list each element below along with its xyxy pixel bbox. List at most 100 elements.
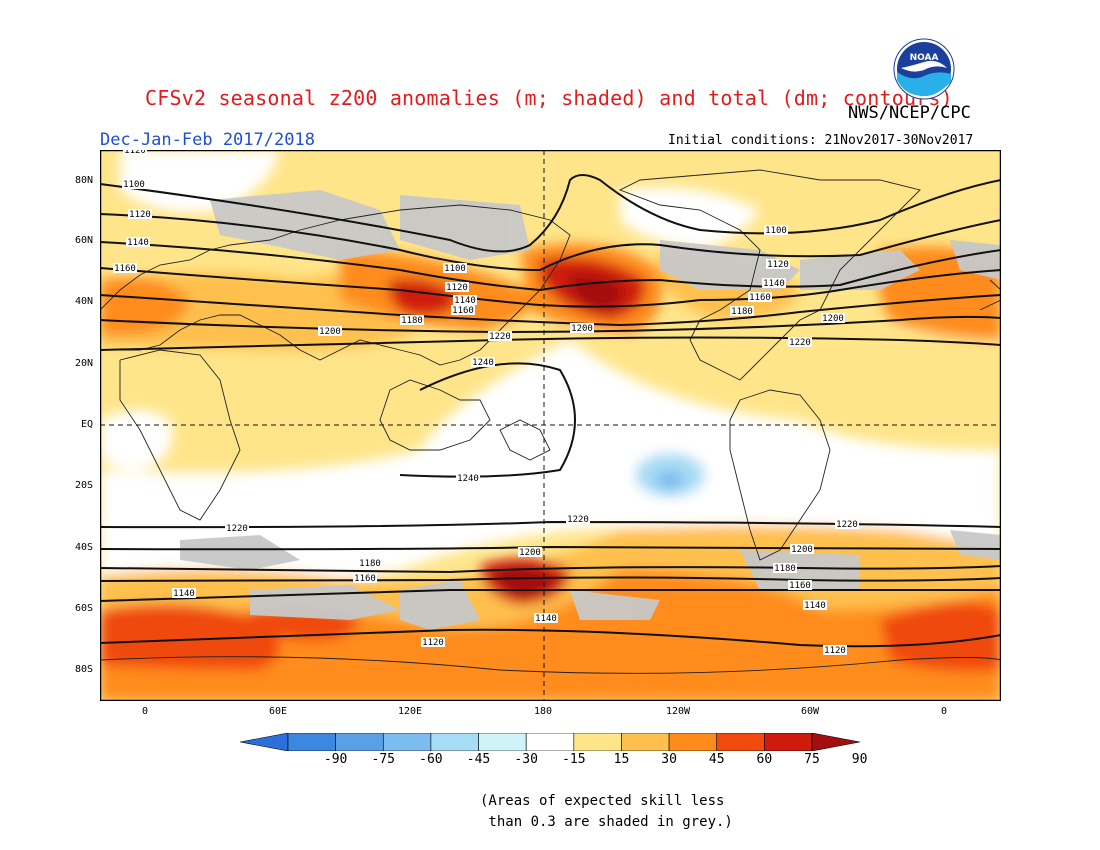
contour-label-bg <box>748 292 772 302</box>
lat-label: 40S <box>74 542 93 553</box>
contour-label: 1160 <box>749 293 771 303</box>
contour-label-bg <box>453 295 477 305</box>
noaa-logo-text: NOAA <box>910 53 939 63</box>
contour-label-bg <box>123 150 147 155</box>
contour-label-bg <box>773 563 797 573</box>
skill-footnote: (Areas of expected skill less than 0.3 a… <box>480 791 733 833</box>
lat-label: 60S <box>74 603 93 614</box>
contour-label: 1140 <box>173 589 195 599</box>
contour-label-bg <box>421 637 445 647</box>
colorbar-tick-label: 90 <box>851 752 868 767</box>
contour-label: 1140 <box>454 296 476 306</box>
contour-label-bg <box>113 263 137 273</box>
anomaly-map: 1100 1100 1100 1120 1120 1120 1120 1120 1120 1140… <box>100 150 1001 701</box>
contour-label: 1160 <box>354 574 376 584</box>
contour-label: 1200 <box>571 324 593 334</box>
colorbar-segment <box>764 733 813 751</box>
colorbar-segment <box>716 733 765 751</box>
colorbar-min-triangle <box>240 733 289 751</box>
map-title: CFSv2 seasonal z200 anomalies (m; shaded… <box>145 86 953 110</box>
lat-label: 80N <box>74 175 93 186</box>
lon-label: 60E <box>268 706 288 717</box>
contour-label: 1200 <box>519 548 541 558</box>
contour-label: 1140 <box>127 238 149 248</box>
contour-label: 1220 <box>836 520 858 530</box>
contour-label-bg <box>172 588 196 598</box>
contour-label-bg <box>764 225 788 235</box>
contour-label: 1120 <box>129 210 151 220</box>
contour-label-bg <box>766 259 790 269</box>
contour-label: 1200 <box>319 327 341 337</box>
contour-label: 1100 <box>765 226 787 236</box>
contour-label: 1160 <box>789 581 811 591</box>
lat-label: 20S <box>74 480 93 491</box>
contour-label-bg <box>788 337 812 347</box>
contour-label-bg <box>488 331 512 341</box>
colorbar-segment <box>525 733 575 751</box>
colorbar-segment <box>621 733 670 751</box>
contour-label-bg <box>821 313 845 323</box>
contour-label: 1180 <box>774 564 796 574</box>
contour-label-bg <box>445 282 469 292</box>
contour-label-bg <box>353 573 377 583</box>
contour-label: 1100 <box>123 180 145 190</box>
contour-label: 1200 <box>822 314 844 324</box>
colorbar-tick-label: -60 <box>419 752 443 767</box>
lat-label: EQ <box>80 419 93 430</box>
contour-label: 1180 <box>731 307 753 317</box>
footnote-line-2: than 0.3 are shaded in grey.) <box>480 814 733 830</box>
lon-label: 60W <box>800 706 820 717</box>
contour-label-bg <box>122 179 146 189</box>
lat-label: 60N <box>74 235 93 246</box>
contour-label-bg <box>456 473 480 483</box>
contour-label-bg <box>762 278 786 288</box>
contour-label: 1160 <box>114 264 136 274</box>
lon-label: 120W <box>665 706 691 717</box>
season-label: Dec-Jan-Feb 2017/2018 <box>100 130 315 150</box>
contour-label-bg <box>730 306 754 316</box>
colorbar-segment <box>573 733 622 751</box>
colorbar-tick-label: 60 <box>756 752 773 767</box>
colorbar-tick-label: -45 <box>466 752 491 767</box>
initial-conditions-label: Initial conditions: 21Nov2017-30Nov2017 <box>668 133 974 148</box>
colorbar-segment <box>430 733 479 751</box>
contour-label-bg <box>358 558 382 568</box>
colorbar <box>240 733 860 751</box>
contour-label-bg <box>318 326 342 336</box>
contour-label-bg <box>566 514 590 524</box>
contour-label: 1220 <box>567 515 589 525</box>
contour-label-bg <box>518 547 542 557</box>
colorbar-tick-label: -90 <box>323 752 348 767</box>
contour-label: 1220 <box>226 524 248 534</box>
colorbar-segment <box>668 733 718 751</box>
contour-label: 1140 <box>763 279 785 289</box>
contour-label: 1220 <box>489 332 511 342</box>
contour-label-bg <box>443 263 467 273</box>
contour-label: 1240 <box>457 474 479 484</box>
lon-label: 120E <box>397 706 423 717</box>
colorbar-max-triangle <box>811 733 860 751</box>
contour-label: 1100 <box>444 264 466 274</box>
contour-label-bg <box>400 315 424 325</box>
contour-label-bg <box>788 580 812 590</box>
colorbar-segment <box>382 733 432 751</box>
contour-label: 1240 <box>472 358 494 368</box>
lat-label: 20N <box>74 358 93 369</box>
contour-label: 1140 <box>535 614 557 624</box>
contour-label: 1120 <box>824 646 846 656</box>
contour-label-bg <box>835 519 859 529</box>
colorbar-tick-label: 45 <box>708 752 725 767</box>
contour-label-bg <box>225 523 249 533</box>
contour-label-bg <box>823 645 847 655</box>
contour-label-bg <box>471 357 495 367</box>
contour-label: 1180 <box>401 316 423 326</box>
contour-label: 1120 <box>767 260 789 270</box>
contour-label: 1120 <box>422 638 444 648</box>
contour-label: 1140 <box>804 601 826 611</box>
colorbar-tick-label: 75 <box>804 752 820 767</box>
lon-label: 0 <box>141 706 149 717</box>
contour-label: 1160 <box>452 306 474 316</box>
agency-label: NWS/NCEP/CPC <box>848 103 971 123</box>
noaa-logo: NOAA <box>893 38 955 100</box>
colorbar-segment <box>478 733 527 751</box>
